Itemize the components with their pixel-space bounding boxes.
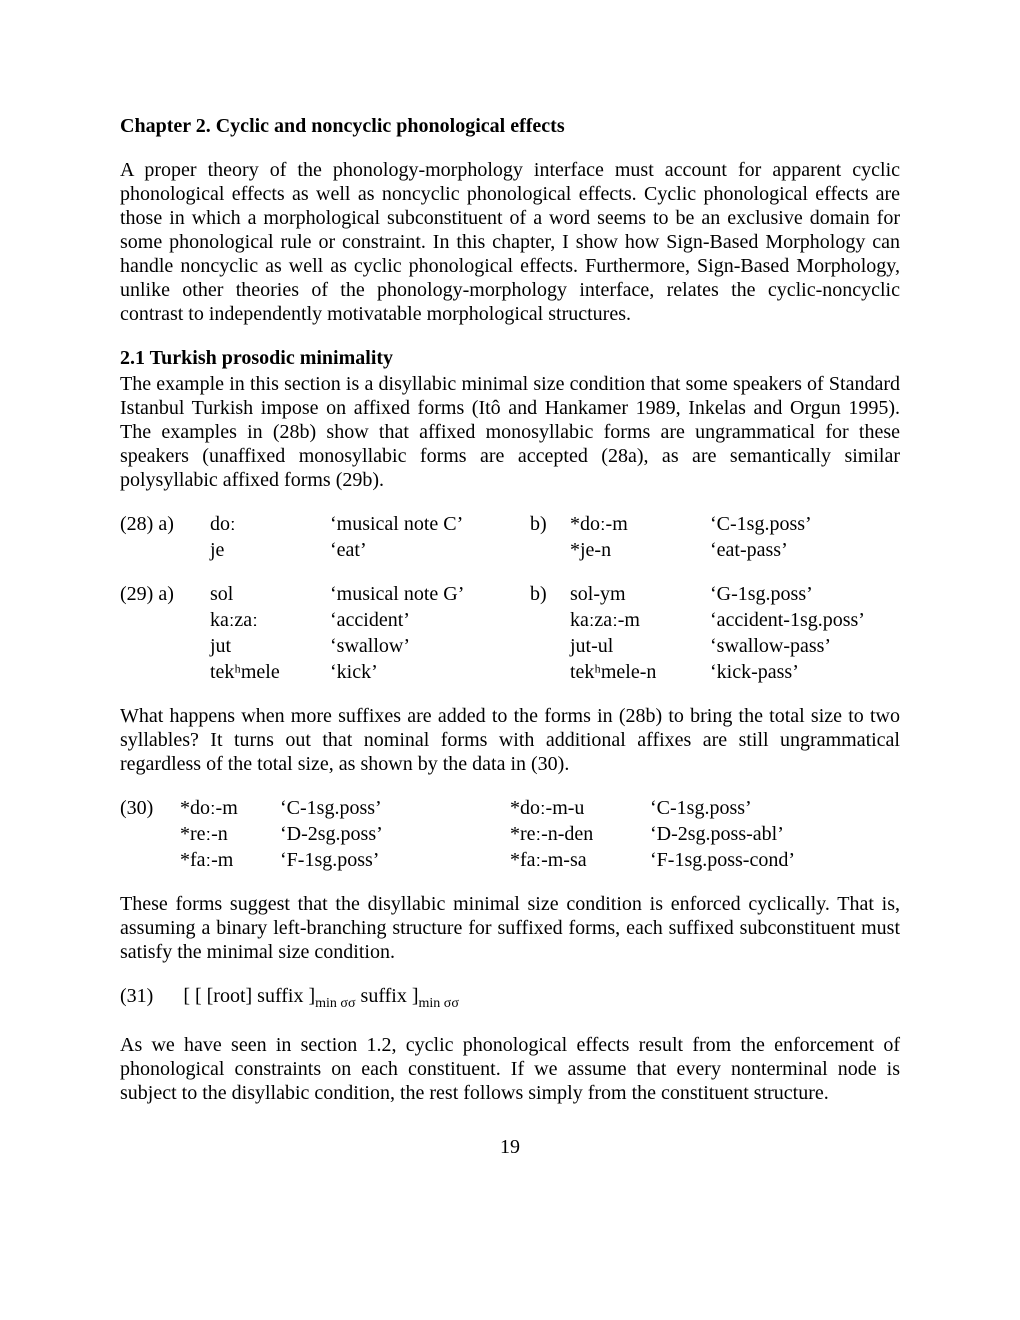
example-row: jut ‘swallow’ jut-ul ‘swallow-pass’	[120, 634, 900, 658]
form-a: doː	[210, 512, 330, 536]
example-row: (30) *doː-m ‘C-1sg.poss’ *doː-m-u ‘C-1sg…	[120, 796, 900, 820]
gloss-b: ‘C-1sg.poss’	[710, 512, 900, 536]
example-number: (29) a)	[120, 582, 210, 606]
form-a: *reː-n	[180, 822, 280, 846]
gloss-a: ‘D-2sg.poss’	[280, 822, 510, 846]
example-28: (28) a) doː ‘musical note C’ b) *doː-m ‘…	[120, 512, 900, 562]
gloss-a: ‘kick’	[330, 660, 530, 684]
page: Chapter 2. Cyclic and noncyclic phonolog…	[0, 0, 1020, 1219]
form-a: sol	[210, 582, 330, 606]
gloss-a: ‘accident’	[330, 608, 530, 632]
page-number: 19	[120, 1135, 900, 1159]
subpart-b-label: b)	[530, 582, 570, 606]
example-number: (31)	[120, 985, 153, 1007]
form-b: tekʰmele-n	[570, 660, 710, 684]
bracket-structure: [ [ [root] suffix ]min σσ suffix ]min σσ	[183, 985, 459, 1007]
form-b: sol-ym	[570, 582, 710, 606]
form-b: *je-n	[570, 538, 710, 562]
gloss-b: ‘G-1sg.poss’	[710, 582, 900, 606]
form-b: *doː-m-u	[510, 796, 650, 820]
example-31: (31) [ [ [root] suffix ]min σσ suffix ]m…	[120, 984, 900, 1013]
example-row: je ‘eat’ *je-n ‘eat-pass’	[120, 538, 900, 562]
example-row: kaːzaː ‘accident’ kaːzaː-m ‘accident-1sg…	[120, 608, 900, 632]
bracket-mid: suffix ]	[356, 985, 419, 1007]
section-2-1-intro: The example in this section is a disylla…	[120, 372, 900, 492]
paragraph-after-29: What happens when more suffixes are adde…	[120, 704, 900, 776]
gloss-b: ‘kick-pass’	[710, 660, 900, 684]
example-row: (28) a) doː ‘musical note C’ b) *doː-m ‘…	[120, 512, 900, 536]
form-a: *faː-m	[180, 848, 280, 872]
example-30: (30) *doː-m ‘C-1sg.poss’ *doː-m-u ‘C-1sg…	[120, 796, 900, 872]
gloss-a: ‘musical note C’	[330, 512, 530, 536]
form-b: *faː-m-sa	[510, 848, 650, 872]
gloss-b: ‘eat-pass’	[710, 538, 900, 562]
gloss-a: ‘eat’	[330, 538, 530, 562]
chapter-title: Chapter 2. Cyclic and noncyclic phonolog…	[120, 114, 900, 138]
form-b: *doː-m	[570, 512, 710, 536]
form-b: *reː-n-den	[510, 822, 650, 846]
subscript-min-sigma-1: min σσ	[315, 996, 355, 1011]
subpart-b-label: b)	[530, 512, 570, 536]
example-number: (30)	[120, 796, 180, 820]
example-row: (29) a) sol ‘musical note G’ b) sol-ym ‘…	[120, 582, 900, 606]
form-a: tekʰmele	[210, 660, 330, 684]
example-29: (29) a) sol ‘musical note G’ b) sol-ym ‘…	[120, 582, 900, 684]
form-a: je	[210, 538, 330, 562]
example-number: (28) a)	[120, 512, 210, 536]
gloss-b: ‘C-1sg.poss’	[650, 796, 900, 820]
paragraph-after-30: These forms suggest that the disyllabic …	[120, 892, 900, 964]
example-row: *reː-n ‘D-2sg.poss’ *reː-n-den ‘D-2sg.po…	[120, 822, 900, 846]
bracket-prefix: [ [ [root] suffix ]	[183, 985, 315, 1007]
form-a: *doː-m	[180, 796, 280, 820]
form-b: kaːzaː-m	[570, 608, 710, 632]
intro-paragraph: A proper theory of the phonology-morphol…	[120, 158, 900, 326]
gloss-a: ‘swallow’	[330, 634, 530, 658]
form-a: jut	[210, 634, 330, 658]
gloss-b: ‘accident-1sg.poss’	[710, 608, 900, 632]
section-2-1-title: 2.1 Turkish prosodic minimality	[120, 346, 900, 370]
gloss-a: ‘C-1sg.poss’	[280, 796, 510, 820]
form-b: jut-ul	[570, 634, 710, 658]
gloss-a: ‘musical note G’	[330, 582, 530, 606]
example-row: *faː-m ‘F-1sg.poss’ *faː-m-sa ‘F-1sg.pos…	[120, 848, 900, 872]
example-row: tekʰmele ‘kick’ tekʰmele-n ‘kick-pass’	[120, 660, 900, 684]
gloss-a: ‘F-1sg.poss’	[280, 848, 510, 872]
gloss-b: ‘D-2sg.poss-abl’	[650, 822, 900, 846]
form-a: kaːzaː	[210, 608, 330, 632]
subscript-min-sigma-2: min σσ	[419, 996, 459, 1011]
gloss-b: ‘swallow-pass’	[710, 634, 900, 658]
paragraph-after-31: As we have seen in section 1.2, cyclic p…	[120, 1033, 900, 1105]
gloss-b: ‘F-1sg.poss-cond’	[650, 848, 900, 872]
